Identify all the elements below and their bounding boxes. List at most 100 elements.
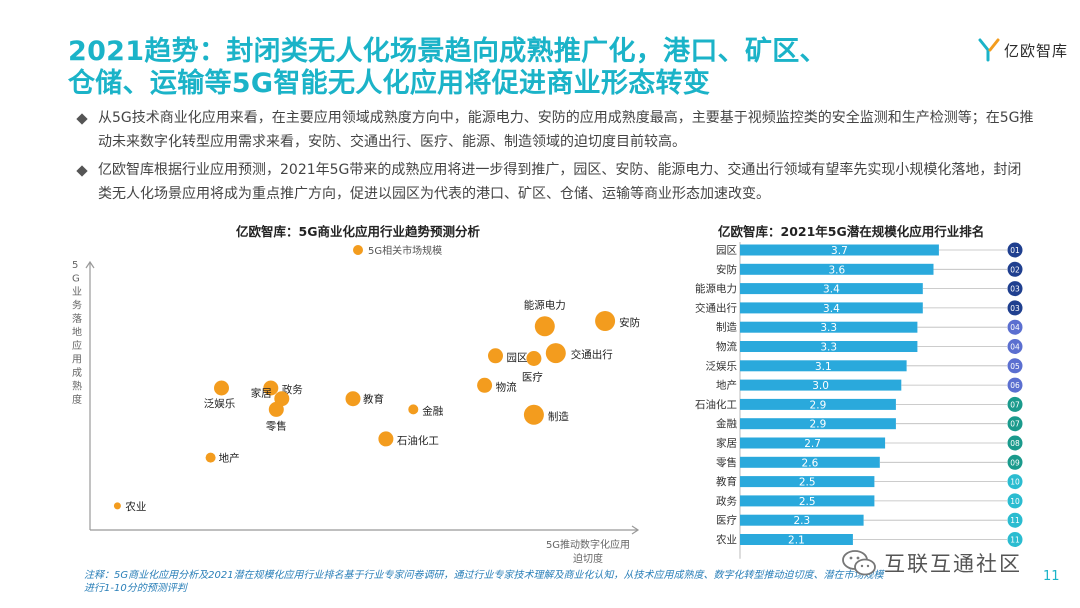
rank-badge-label: 03 <box>1010 304 1020 313</box>
bar <box>740 534 853 545</box>
y-axis-arrow-icon <box>85 260 95 269</box>
rank-badge-label: 06 <box>1010 381 1020 390</box>
page-title-line-2: 仓储、运输等5G智能无人化应用将促进商业形态转变 <box>68 68 711 99</box>
bar-category-label: 农业 <box>716 533 737 546</box>
bar-category-label: 交通出行 <box>695 301 737 314</box>
bar <box>740 341 918 352</box>
bar-category-label: 安防 <box>716 263 737 276</box>
bar <box>740 418 896 430</box>
rank-badge-label: 09 <box>1010 458 1020 467</box>
bubble-label: 地产 <box>219 452 240 465</box>
bar-value-label: 2.5 <box>799 496 816 508</box>
bubble-point <box>345 391 361 407</box>
bubble-label: 石油化工 <box>397 434 439 447</box>
bubble-label: 政务 <box>282 383 303 396</box>
wechat-watermark: 互联互通社区 <box>842 548 1022 578</box>
bar <box>740 244 939 256</box>
bubble-label: 农业 <box>125 500 146 513</box>
bar-category-label: 制造 <box>716 321 737 334</box>
brand-logo: 亿欧智库 <box>978 38 1068 62</box>
bar-value-label: 3.3 <box>820 322 837 334</box>
rank-badge-label: 04 <box>1010 343 1020 352</box>
bar <box>740 321 918 333</box>
bar-value-label: 2.9 <box>810 399 827 411</box>
bubble-point <box>263 380 279 396</box>
bar-category-label: 家居 <box>716 437 737 450</box>
bubble-point <box>205 452 216 463</box>
bubble-label: 泛娱乐 <box>204 397 236 410</box>
bar-category-label: 医疗 <box>716 514 737 527</box>
bubble-point <box>113 502 121 510</box>
rank-badge <box>1007 474 1023 490</box>
bar-value-label: 3.1 <box>815 361 832 373</box>
bullet-text: 亿欧智库根据行业应用预测，2021年5G带来的成熟应用将进一步得到推广，园区、安… <box>98 162 1022 202</box>
rank-badge <box>1007 377 1023 393</box>
bubble-label: 园区 <box>507 352 528 364</box>
bar-value-label: 2.3 <box>793 515 810 527</box>
bullet-item: 亿欧智库根据行业应用预测，2021年5G带来的成熟应用将进一步得到推广，园区、安… <box>74 158 1034 206</box>
bubble-label: 物流 <box>496 380 517 393</box>
bubble-label: 零售 <box>266 419 287 432</box>
diamond-bullet-icon <box>76 165 88 177</box>
bubble-label: 教育 <box>363 393 384 406</box>
bubble-point <box>378 431 394 447</box>
bubble-point <box>534 316 555 337</box>
bar-category-label: 政务 <box>716 494 737 507</box>
rank-badge <box>1007 435 1023 451</box>
rank-badge-label: 03 <box>1010 285 1020 294</box>
rank-badge <box>1007 242 1023 258</box>
bubble-label: 制造 <box>548 410 569 423</box>
bullet-text: 从5G技术商业化应用来看，在主要应用领域成熟度方向中，能源电力、安防的应用成熟度… <box>98 110 1034 150</box>
bubble-label: 交通出行 <box>571 348 613 361</box>
wechat-icon <box>842 550 876 576</box>
bubble-label: 安防 <box>619 316 640 329</box>
page-number: 11 <box>1043 569 1060 584</box>
bar-category-label: 石油化工 <box>695 398 737 411</box>
bar-value-label: 2.6 <box>802 457 819 469</box>
rank-badge <box>1007 319 1023 335</box>
bar-category-label: 金融 <box>716 417 737 430</box>
bar-category-label: 物流 <box>716 340 737 353</box>
x-axis-arrow-icon <box>631 525 640 535</box>
x-axis-label-line-1: 5G推动数字化应用 <box>546 538 630 551</box>
rank-badge <box>1007 454 1023 470</box>
bar-value-label: 2.5 <box>799 477 816 489</box>
bar-category-label: 零售 <box>716 456 737 469</box>
bubble-point <box>488 348 503 364</box>
bubble-point <box>214 380 229 396</box>
bar-value-label: 3.6 <box>828 264 845 276</box>
page-title: 2021趋势：封闭类无人化场景趋向成熟推广化，港口、矿区、 仓储、运输等5G智能… <box>68 36 928 100</box>
bar <box>740 476 875 488</box>
bar-value-label: 3.4 <box>823 284 840 296</box>
bullet-item: 从5G技术商业化应用来看，在主要应用领域成熟度方向中，能源电力、安防的应用成熟度… <box>74 106 1034 154</box>
logo-icon <box>978 38 1000 62</box>
bubble-point <box>268 401 284 417</box>
bubble-point <box>477 377 493 393</box>
bar <box>740 398 896 410</box>
rank-badge <box>1007 396 1023 412</box>
rank-badge <box>1007 281 1023 297</box>
rank-badge <box>1007 416 1023 432</box>
y-axis-label: 5 G 业务落地应用成熟度 <box>72 260 82 406</box>
page-title-line-1: 2021趋势：封闭类无人化场景趋向成熟推广化，港口、矿区、 <box>68 36 827 67</box>
bar <box>740 456 880 468</box>
wechat-account-name: 互联互通社区 <box>884 552 1022 576</box>
bubble-point <box>545 343 566 364</box>
bar-value-label: 3.3 <box>820 342 837 354</box>
rank-badge-label: 04 <box>1010 323 1020 332</box>
bubble-point <box>526 351 542 366</box>
rank-badge-label: 11 <box>1010 516 1020 525</box>
bar <box>740 495 875 507</box>
bar-value-label: 2.7 <box>804 438 821 450</box>
bubble-label: 能源电力 <box>524 298 566 311</box>
bar <box>740 263 934 275</box>
bar-category-label: 教育 <box>716 475 737 488</box>
bar <box>740 302 923 314</box>
rank-badge-label: 11 <box>1010 536 1020 545</box>
bar-chart-title: 亿欧智库：2021年5G潜在规模化应用行业排名 <box>718 224 985 239</box>
bar-value-label: 3.4 <box>823 303 840 315</box>
rank-badge-label: 01 <box>1010 246 1020 255</box>
bullet-list: 从5G技术商业化应用来看，在主要应用领域成熟度方向中，能源电力、安防的应用成熟度… <box>74 106 1034 210</box>
rank-badge <box>1007 339 1023 354</box>
bar <box>740 437 886 449</box>
